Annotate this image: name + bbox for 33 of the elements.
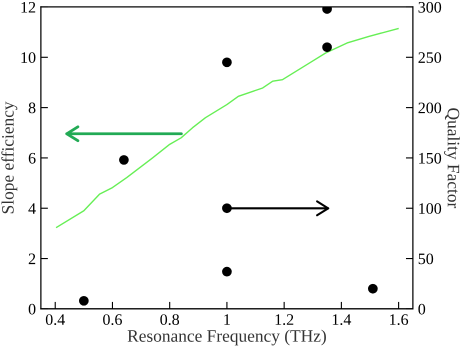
y-axis-title: Slope efficiency xyxy=(1,102,18,214)
x-tick-label: 0.4 xyxy=(46,314,65,326)
x-tick-label: 1.6 xyxy=(390,314,408,326)
y-tick-label: 12 xyxy=(21,2,36,13)
point xyxy=(368,284,378,294)
x-tick-label: 1 xyxy=(224,314,230,325)
line-series xyxy=(56,28,399,228)
point xyxy=(119,155,129,165)
y2-tick-label: 150 xyxy=(419,152,442,164)
y-tick-label: 0 xyxy=(28,304,36,315)
y-tick-label: 8 xyxy=(28,102,36,114)
point xyxy=(222,57,232,68)
point xyxy=(322,6,332,14)
y2-tick-label: 200 xyxy=(418,102,442,114)
x-tick-label: 1.2 xyxy=(276,314,294,326)
y-tick-label: 10 xyxy=(21,52,36,63)
x-tick-label: 1.4 xyxy=(332,314,352,326)
y-tick-label: 2 xyxy=(28,254,36,264)
y-tick-label: 6 xyxy=(28,152,36,164)
point xyxy=(322,42,332,52)
point xyxy=(78,296,89,306)
y-tick-label: 4 xyxy=(28,203,36,214)
y2-tick-label: 100 xyxy=(419,203,442,214)
y2-tick-label: 0 xyxy=(418,304,426,315)
point xyxy=(222,266,232,276)
y2-tick-label: 300 xyxy=(418,2,442,13)
y2-tick-label: 250 xyxy=(418,52,442,63)
x-axis-title: Resonance Frequency (THz) xyxy=(128,330,326,346)
x-tick-label: 0.8 xyxy=(160,314,180,326)
y2-axis-title: Quality Factor xyxy=(444,108,460,208)
y2-tick-label: 50 xyxy=(418,253,434,264)
x-tick-label: 0.6 xyxy=(103,314,122,326)
point xyxy=(222,203,232,214)
